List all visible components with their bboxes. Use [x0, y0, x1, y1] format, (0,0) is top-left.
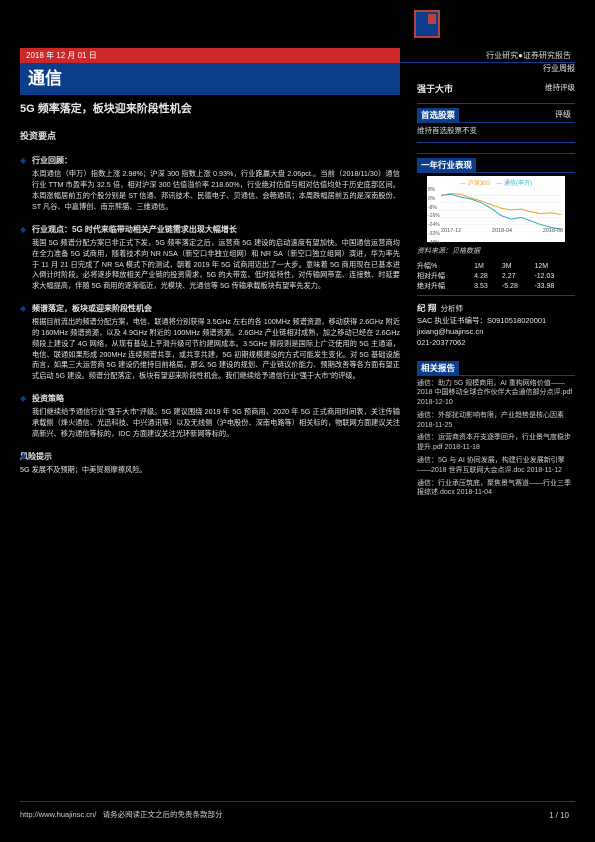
related-reports-list: 通信：助力 5G 规模商用，AI 重构网络价值——2018 中国移动全球合作伙伴… [417, 379, 575, 499]
related-report-link[interactable]: 通信：运营商资本开支逐季回升，行业景气度稳步提升.pdf 2018-11-18 [417, 433, 575, 453]
report-kind: 行业周报 [417, 63, 575, 74]
section-body: 我们继续给予通信行业"强于大市"评级。5G 建议围绕 2019 年 5G 预商用… [32, 407, 400, 439]
section-review: 行业回顾： 本周通信（申万）指数上涨 2.98%；沪深 300 指数上涨 0.9… [20, 155, 400, 213]
section-view: 行业观点：5G 时代来临带动相关产业链需求出现大幅增长 我国 5G 频谱分配方案… [20, 224, 400, 292]
analyst-name: 纪 翔 [417, 303, 436, 313]
report-date: 2018 年 12 月 01 日 [20, 48, 400, 63]
section-body: 5G 发展不及预期；中美贸易摩擦风险。 [20, 465, 400, 476]
stocks-header-left: 首选股票 [417, 108, 459, 122]
company-logo [414, 10, 440, 38]
sidebar: 行业周报 强于大市 维持评级 首选股票 评级 维持首选股票不变 一年行业表现 —… [417, 63, 575, 501]
chart-y-axis: 8%0%-8%-16%-24%-32%-40% [428, 186, 440, 248]
section-body: 本周通信（申万）指数上涨 2.98%；沪深 300 指数上涨 0.93%，行业跑… [32, 169, 400, 212]
related-report-link[interactable]: 通信：行业承压筑底，聚焦景气赛道——行业三季报综述.docx 2018-11-0… [417, 479, 575, 499]
chart-svg [441, 188, 561, 232]
perf-header: 一年行业表现 [417, 158, 476, 172]
section-spectrum: 频谱落定，板块或迎来阶段性机会 根据目前流出的频谱分配方案，电信、联通将分别获得… [20, 303, 400, 382]
investment-heading: 投资要点 [20, 130, 400, 144]
rating-status: 维持评级 [545, 82, 575, 93]
analyst-cert: SAC 执业证书编号：S0910518020001 [417, 316, 546, 325]
page-number: 1 / 10 [549, 811, 569, 820]
analyst-phone: 021-20377062 [417, 338, 465, 347]
related-report-link[interactable]: 通信：助力 5G 规模商用，AI 重构网络价值——2018 中国移动全球合作伙伴… [417, 379, 575, 408]
footer-link: http://www.huajinsc.cn/ 请务必阅读正文之后的免责条款部分 [20, 809, 223, 820]
section-title: 频谱落定，板块或迎来阶段性机会 [32, 303, 400, 315]
footer-rule [20, 801, 575, 802]
metrics-table: 升幅%1M3M12M 相对升幅4.282.27-12.03 绝对升幅3.53-5… [417, 261, 575, 291]
stocks-sub: 维持首选股票不变 [417, 123, 575, 138]
industry-title: 通信 [20, 63, 400, 95]
section-strategy: 投资策略 我们继续给予通信行业"强于大市"评级。5G 建议围绕 2019 年 5… [20, 393, 400, 440]
report-title: 5G 频率落定，板块迎来阶段性机会 [20, 100, 400, 116]
related-report-link[interactable]: 通信：5G 与 AI 协同发展，构建行业发展新引擎——2018 世界互联网大会点… [417, 456, 575, 476]
section-title: 行业回顾： [32, 155, 400, 167]
section-body: 我国 5G 频谱分配方案已非正式下发，5G 频率落定之后，运营商 5G 建设的启… [32, 238, 400, 292]
section-body: 根据目前流出的频谱分配方案，电信、联通将分别获得 3.5GHz 左右的各 100… [32, 317, 400, 382]
chart-x-axis: 2017-12 2018-04 2018-08 [441, 228, 563, 234]
stocks-header-row: 首选股票 评级 [417, 108, 575, 123]
performance-chart: — 沪深300 — 通信(申万) 8%0%-8%-16%-24%-32%-40%… [427, 176, 565, 242]
analyst-email: jixiang@huajinsc.cn [417, 327, 483, 336]
analyst-title: 分析师 [441, 304, 464, 313]
legend-b: — 通信(申万) [496, 181, 532, 187]
top-bar: 2018 年 12 月 01 日 行业研究●证券研究报告 [20, 48, 575, 63]
rating-label: 强于大市 [417, 84, 453, 94]
analyst-block: 纪 翔 分析师 SAC 执业证书编号：S0910518020001 jixian… [417, 302, 575, 349]
rating-block: 强于大市 维持评级 [417, 82, 575, 95]
section-title: 投资策略 [32, 393, 400, 405]
section-title: 行业观点：5G 时代来临带动相关产业链需求出现大幅增长 [32, 224, 400, 236]
doc-type: 行业研究●证券研究报告 [400, 48, 575, 63]
legend-a: — 沪深300 [460, 181, 490, 187]
chart-source: 资料来源：贝格数据 [417, 246, 575, 256]
section-risk: 风险提示 5G 发展不及预期；中美贸易摩擦风险。 [20, 451, 400, 476]
section-title: 风险提示 [20, 451, 400, 463]
main-column: 投资要点 行业回顾： 本周通信（申万）指数上涨 2.98%；沪深 300 指数上… [20, 130, 400, 476]
related-reports-header: 相关报告 [417, 361, 459, 375]
related-report-link[interactable]: 通信：外部扰动影响有限，产业趋势是核心因素 2018-11-25 [417, 411, 575, 431]
stocks-header-right: 评级 [551, 108, 575, 122]
